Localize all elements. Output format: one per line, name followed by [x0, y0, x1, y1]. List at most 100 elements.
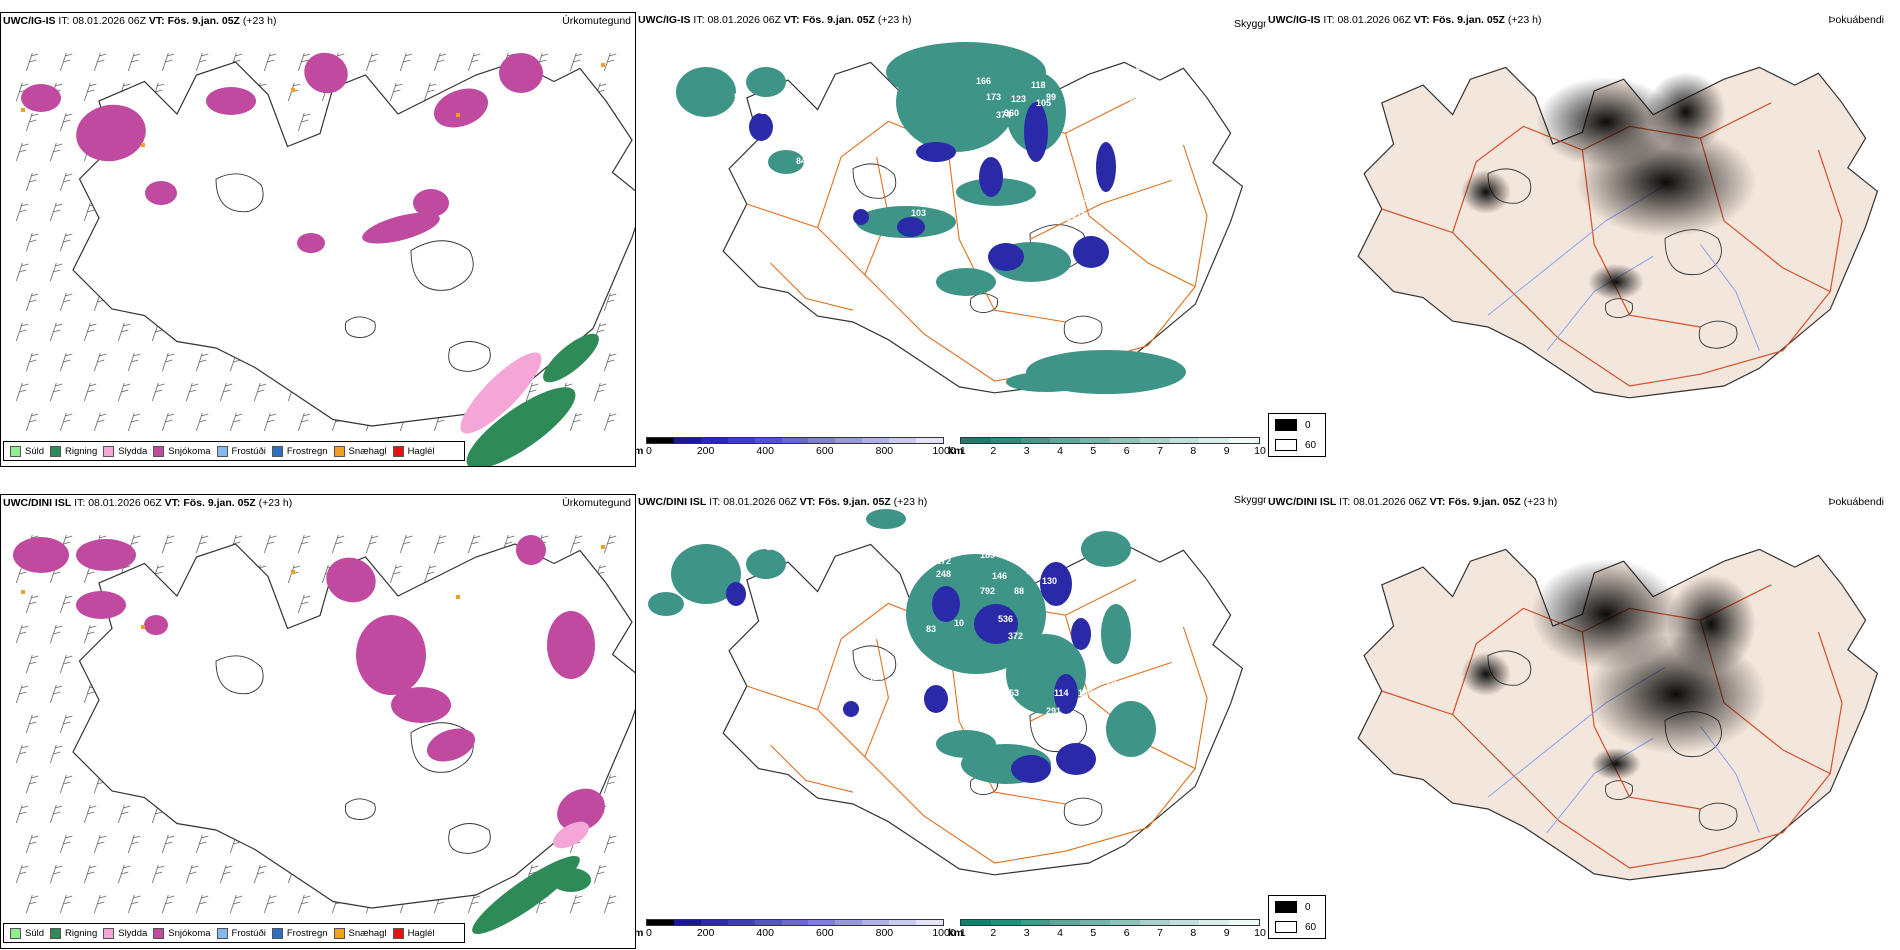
colorbar-tick: 2 — [990, 927, 997, 939]
colorbar-tick: 6 — [1123, 445, 1130, 457]
colorbar-ticks: 1 2 3 4 5 6 7 8 9 10 — [960, 444, 1266, 458]
precip-area — [391, 687, 451, 723]
lead-time: (+23 h) — [258, 497, 293, 509]
visibility-label: 88 — [1014, 586, 1024, 596]
it-label: IT: — [58, 15, 70, 27]
fog-legend-label: 60 — [1305, 439, 1317, 451]
visibility-label: 173 — [986, 92, 1001, 102]
colorbar-tick: 600 — [816, 927, 834, 939]
colorbar-ticks: 0 200 400 600 800 1000 — [646, 444, 956, 458]
visibility-area — [936, 730, 996, 758]
legend-swatch — [271, 927, 283, 939]
it-value: 08.01.2026 06Z — [88, 497, 162, 509]
legend-item: Snæhagl — [333, 927, 387, 939]
fog-legend-swatch — [1275, 419, 1297, 431]
visibility-label: 83 — [926, 624, 936, 634]
visibility-area — [916, 142, 956, 162]
colorbar-step — [647, 438, 674, 443]
legend-label: Frostúði — [231, 445, 266, 457]
colorbar-tick: 5 — [1090, 445, 1097, 457]
fog-title: Þokuábendi — [1828, 496, 1884, 508]
colorbar-step — [1229, 438, 1259, 443]
visibility-label: 415 — [1134, 610, 1149, 620]
fog-area — [1646, 72, 1726, 152]
legend-item: Snjókoma — [153, 445, 211, 457]
colorbar-step — [961, 438, 991, 443]
fog-legend-label: 0 — [1305, 419, 1311, 431]
visibility-area — [1106, 701, 1156, 757]
visibility-label: 189 — [980, 550, 995, 560]
legend-label: Slydda — [118, 927, 148, 939]
legend-item: Frostregn — [271, 445, 328, 457]
precip-area — [499, 53, 543, 93]
hail-spot — [141, 625, 145, 629]
colorbar-tick: 9 — [1223, 927, 1230, 939]
precip-area — [326, 557, 376, 603]
visibility-area — [843, 701, 859, 717]
precip-area — [426, 728, 476, 762]
visibility-title: Skyggni — [1234, 494, 1266, 506]
precip-legend: Súld Rigning Slydda Snjókoma Frostúði Frostre… — [3, 923, 465, 943]
fog-area — [1666, 574, 1756, 674]
colorbar-step — [727, 438, 755, 443]
hail-spot — [21, 590, 25, 594]
visibility-area — [974, 604, 1018, 644]
precip-area — [516, 535, 546, 565]
visibility-label: 112 — [824, 149, 839, 159]
visibility-area — [897, 217, 925, 237]
colorbar-tick: 5 — [1090, 927, 1097, 939]
colorbar-step — [1109, 920, 1140, 925]
it-value: 08.01.2026 06Z — [1353, 496, 1427, 508]
precip-title: Úrkomutegund — [562, 15, 631, 27]
colorbar-step — [916, 438, 943, 443]
legend-swatch — [103, 445, 115, 457]
visibility-label: 56 — [734, 92, 744, 102]
panel-header: UWC/DINI ISL IT: 08.01.2026 06Z VT: Fös.… — [3, 497, 292, 509]
it-label: IT: — [74, 497, 86, 509]
vt-label: VT: — [164, 497, 181, 509]
vt-label: VT: — [1429, 496, 1446, 508]
iceland-outline — [72, 543, 635, 909]
panel-header: UWC/DINI ISL IT: 08.01.2026 06Z VT: Fös.… — [1268, 496, 1557, 508]
colorbar-tick: 1000 — [932, 445, 956, 457]
colorbar-tick: 3 — [1023, 445, 1030, 457]
legend-item: Súld — [10, 927, 44, 939]
visibility-label: 360 — [1004, 108, 1019, 118]
visibility-label: 372 — [1008, 631, 1023, 641]
visibility-label: 153 — [1004, 688, 1019, 698]
visibility-label: 189 — [1078, 688, 1093, 698]
model-name: UWC/DINI ISL — [638, 496, 707, 508]
visibility-label: 752 — [1146, 780, 1161, 790]
vt-label: VT: — [148, 15, 165, 27]
legend-item: Súld — [10, 445, 44, 457]
colorbar-tick: 4 — [1057, 927, 1063, 939]
visibility-label: 123 — [1011, 94, 1026, 104]
visibility-label: 95 — [1066, 84, 1076, 94]
model-name: UWC/DINI ISL — [3, 497, 72, 509]
colorbar-step — [700, 920, 728, 925]
visibility-area — [906, 554, 1046, 674]
colorbar-step — [727, 920, 755, 925]
legend-label: Slydda — [118, 445, 148, 457]
visibility-panel-2: UWC/DINI ISL IT: 08.01.2026 06Z VT: Fös.… — [636, 494, 1266, 949]
visibility-area — [746, 67, 786, 97]
fog-legend-row: 60 — [1275, 921, 1316, 933]
colorbar-tick: 1 — [960, 927, 966, 939]
model-name: UWC/IG-IS — [1268, 14, 1321, 26]
precip-area — [76, 591, 126, 619]
colorbar-step — [1080, 920, 1110, 925]
colorbar-strip — [960, 437, 1260, 444]
lead-time: (+23 h) — [242, 15, 277, 27]
visibility-area — [866, 509, 906, 529]
visibility-label: 146 — [992, 571, 1007, 581]
legend-swatch — [50, 927, 62, 939]
fog-area — [1576, 127, 1756, 237]
colorbar-tick: 800 — [875, 927, 894, 939]
legend-item: Frostúði — [216, 927, 266, 939]
precip-area — [304, 52, 348, 94]
precip-area — [466, 387, 576, 466]
lead-time: (+23 h) — [877, 14, 912, 26]
visibility-label: 111 — [762, 590, 776, 600]
colorbar-step — [673, 438, 701, 443]
legend-label: Snjókoma — [168, 927, 211, 939]
